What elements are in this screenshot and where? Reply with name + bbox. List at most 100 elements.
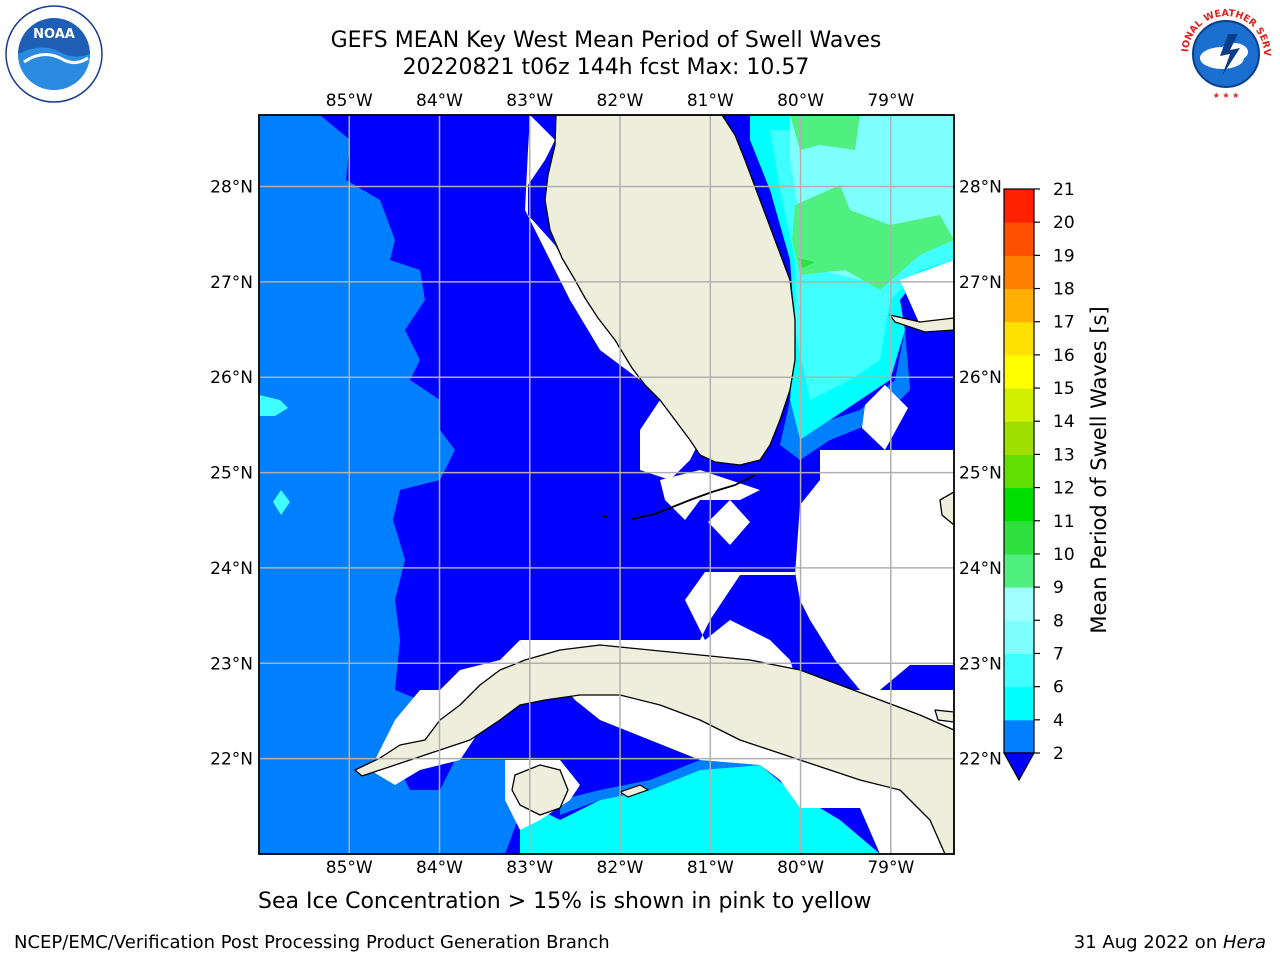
svg-text:★ ★ ★: ★ ★ ★ <box>1213 91 1240 100</box>
colorbar-segment <box>1004 520 1034 555</box>
field-band-2-4-south <box>440 800 505 854</box>
map-frame <box>258 114 955 855</box>
lat-tick-label: 22°N <box>210 750 253 770</box>
colorbar-segment <box>1004 454 1034 489</box>
footer-host: Hera <box>1222 932 1266 953</box>
colorbar-segment <box>1004 487 1034 522</box>
noaa-logo: NOAA <box>5 5 103 103</box>
colorbar-frame <box>1003 188 1035 754</box>
lat-tick-label-right: 26°N <box>959 368 1002 388</box>
field-band-10-11-patch <box>798 258 815 268</box>
land-cay <box>618 784 650 798</box>
land-florida-keys <box>631 474 756 520</box>
lat-tick-label: 23°N <box>210 654 253 674</box>
land-bahamas-north <box>889 314 954 333</box>
lon-tick-label: 80°W <box>777 91 824 111</box>
colorbar-tick-label: 11 <box>1053 512 1075 532</box>
lon-labels-top: 85°W 84°W 83°W 82°W 81°W 80°W 79°W <box>326 91 915 111</box>
colorbar-tick-label: 15 <box>1053 379 1075 399</box>
chart-title: GEFS MEAN Key West Mean Period of Swell … <box>330 28 882 53</box>
footer-left: NCEP/EMC/Verification Post Processing Pr… <box>14 932 610 953</box>
lon-tick-label: 79°W <box>867 858 914 878</box>
lat-labels-right: 28°N 27°N 26°N 25°N 24°N 23°N 22°N <box>959 178 1002 770</box>
lon-tick-label: 83°W <box>506 858 553 878</box>
lon-tick-label: 85°W <box>326 858 373 878</box>
lon-tick-label: 83°W <box>506 91 553 111</box>
lat-tick-label-right: 23°N <box>959 654 1002 674</box>
colorbar-segment <box>1004 686 1034 721</box>
lon-tick-label: 80°W <box>777 858 824 878</box>
colorbar-tick-label: 19 <box>1053 246 1075 266</box>
colorbar-extend-min <box>1002 752 1036 782</box>
lon-tick-label: 85°W <box>326 91 373 111</box>
colorbar-tick-label: 2 <box>1053 744 1064 764</box>
field-patch-cyan-west2 <box>273 490 290 515</box>
colorbar-tick-label: 17 <box>1053 313 1075 333</box>
colorbar-segment <box>1004 222 1034 256</box>
colorbar-tick-label: 12 <box>1053 479 1075 499</box>
land-isla-juventud <box>511 764 569 816</box>
lat-tick-label-right: 24°N <box>959 559 1002 579</box>
lat-tick-label: 27°N <box>210 273 253 293</box>
colorbar-segment <box>1004 288 1034 323</box>
colorbar-tick-label: 18 <box>1053 280 1075 300</box>
colorbar-segment <box>1004 719 1034 754</box>
sea-ice-note: Sea Ice Concentration > 15% is shown in … <box>258 889 872 914</box>
colorbar-segment <box>1004 553 1034 588</box>
colorbar-tick-label: 8 <box>1053 611 1064 631</box>
lat-tick-label: 25°N <box>210 464 253 484</box>
colorbar-tick-label: 4 <box>1053 711 1064 731</box>
chart-subtitle: 20220821 t06z 144h fcst Max: 10.57 <box>402 55 810 80</box>
colorbar-tick-label: 21 <box>1053 180 1075 200</box>
colorbar-tick-label: 13 <box>1053 445 1075 465</box>
colorbar: 2 4 6 7 8 9 10 11 12 13 14 15 16 17 18 19 20 21 <box>1002 180 1075 782</box>
lon-tick-label: 81°W <box>687 858 734 878</box>
lat-tick-label-right: 25°N <box>959 464 1002 484</box>
colorbar-tick-label: 10 <box>1053 545 1075 565</box>
land-cuba <box>354 644 954 854</box>
field-band-4-6-south <box>520 765 880 854</box>
lon-labels-bottom: 85°W 84°W 83°W 82°W 81°W 80°W 79°W <box>326 858 915 878</box>
colorbar-tick-label: 20 <box>1053 213 1075 233</box>
colorbar-segment <box>1004 354 1034 389</box>
footer-right: 31 Aug 2022 on Hera <box>1074 932 1266 953</box>
lon-tick-label: 84°W <box>416 91 463 111</box>
field-band-9-10-atlantic-mid <box>792 185 954 290</box>
field-patch-cyan-west <box>259 395 288 416</box>
colorbar-label: Mean Period of Swell Waves [s] <box>1087 306 1111 633</box>
colorbar-segment <box>1004 620 1034 654</box>
colorbar-segment <box>1004 189 1034 223</box>
map-area <box>259 115 954 854</box>
lat-tick-label: 26°N <box>210 368 253 388</box>
lat-tick-label-right: 22°N <box>959 750 1002 770</box>
colorbar-segment <box>1004 388 1034 422</box>
colorbar-tick-label: 9 <box>1053 578 1064 598</box>
lat-tick-label-right: 27°N <box>959 273 1002 293</box>
grid-lines <box>259 115 954 854</box>
land-bahamas-south <box>934 709 954 723</box>
lon-tick-label: 82°W <box>597 858 644 878</box>
lon-tick-label: 79°W <box>867 91 914 111</box>
colorbar-tick-label: 7 <box>1053 644 1064 664</box>
colorbar-tick-label: 6 <box>1053 678 1064 698</box>
colorbar-segment <box>1004 653 1034 688</box>
colorbar-segment <box>1004 255 1034 290</box>
colorbar-tick-label: 16 <box>1053 346 1075 366</box>
colorbar-segment <box>1004 587 1034 621</box>
lat-tick-label: 24°N <box>210 559 253 579</box>
land-bahamas-andros <box>939 491 954 526</box>
field-band-9-10-atlantic <box>790 115 860 150</box>
colorbar-segment <box>1004 421 1034 455</box>
footer-date: 31 Aug 2022 on <box>1073 932 1223 953</box>
lon-tick-label: 84°W <box>416 858 463 878</box>
lon-tick-label: 82°W <box>597 91 644 111</box>
colorbar-segment <box>1004 321 1034 356</box>
lon-tick-label: 81°W <box>687 91 734 111</box>
lat-tick-label-right: 28°N <box>959 178 1002 198</box>
nws-logo: NATIONAL WEATHER SERVICE ★ ★ ★ <box>1176 4 1274 102</box>
colorbar-tick-label: 14 <box>1053 412 1075 432</box>
land-dry-tortugas <box>602 515 608 518</box>
field-band-2-4-west <box>259 115 525 854</box>
lat-tick-label: 28°N <box>210 178 253 198</box>
